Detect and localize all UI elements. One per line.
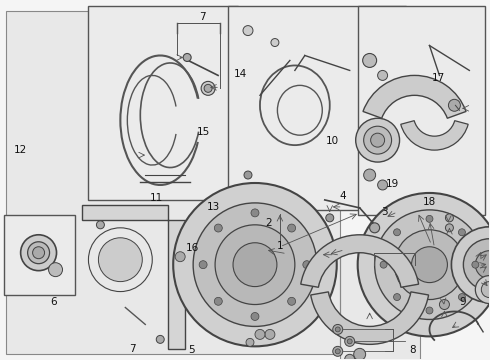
Circle shape bbox=[21, 235, 56, 271]
Circle shape bbox=[356, 118, 399, 162]
Circle shape bbox=[156, 336, 164, 343]
Bar bbox=[89, 6, 238, 200]
Text: 16: 16 bbox=[186, 243, 199, 253]
Circle shape bbox=[214, 297, 222, 305]
Text: 3: 3 bbox=[381, 207, 388, 217]
Circle shape bbox=[183, 54, 191, 62]
Circle shape bbox=[333, 346, 343, 356]
Circle shape bbox=[244, 171, 252, 179]
Circle shape bbox=[173, 183, 337, 346]
Circle shape bbox=[354, 348, 366, 360]
Circle shape bbox=[335, 349, 340, 354]
Text: 4: 4 bbox=[340, 191, 346, 201]
Circle shape bbox=[326, 214, 334, 222]
Circle shape bbox=[33, 247, 45, 259]
Circle shape bbox=[393, 294, 400, 301]
Circle shape bbox=[445, 224, 453, 232]
Circle shape bbox=[98, 238, 142, 282]
Circle shape bbox=[426, 307, 433, 314]
Polygon shape bbox=[6, 11, 419, 360]
Circle shape bbox=[265, 329, 275, 339]
Circle shape bbox=[333, 324, 343, 334]
Circle shape bbox=[378, 180, 388, 190]
Circle shape bbox=[27, 242, 49, 264]
Circle shape bbox=[459, 229, 466, 236]
Text: 12: 12 bbox=[14, 144, 27, 154]
Wedge shape bbox=[301, 235, 418, 287]
Text: 7: 7 bbox=[129, 343, 136, 354]
Circle shape bbox=[445, 214, 453, 222]
Circle shape bbox=[481, 282, 490, 298]
Circle shape bbox=[347, 339, 352, 344]
Circle shape bbox=[204, 84, 212, 92]
Circle shape bbox=[175, 252, 185, 262]
Text: 7: 7 bbox=[199, 12, 205, 22]
Circle shape bbox=[345, 354, 355, 360]
Circle shape bbox=[440, 300, 449, 310]
Circle shape bbox=[412, 247, 447, 283]
Circle shape bbox=[246, 338, 254, 346]
Circle shape bbox=[193, 203, 317, 327]
Circle shape bbox=[255, 329, 265, 339]
Circle shape bbox=[243, 26, 253, 36]
Circle shape bbox=[426, 215, 433, 222]
Text: 5: 5 bbox=[188, 345, 195, 355]
Text: 2: 2 bbox=[265, 218, 272, 228]
Text: 8: 8 bbox=[409, 345, 416, 355]
Text: 17: 17 bbox=[431, 73, 444, 83]
Circle shape bbox=[233, 243, 277, 287]
Circle shape bbox=[364, 126, 392, 154]
Circle shape bbox=[303, 261, 311, 269]
Circle shape bbox=[199, 261, 207, 269]
Circle shape bbox=[370, 133, 385, 147]
Circle shape bbox=[393, 229, 400, 236]
Circle shape bbox=[369, 223, 380, 233]
Bar bbox=[4, 215, 75, 294]
Circle shape bbox=[89, 228, 152, 292]
Circle shape bbox=[472, 261, 479, 268]
Circle shape bbox=[375, 210, 484, 319]
Bar bbox=[228, 6, 406, 210]
Circle shape bbox=[288, 297, 295, 305]
Circle shape bbox=[459, 294, 466, 301]
Wedge shape bbox=[311, 292, 429, 345]
Polygon shape bbox=[82, 205, 185, 349]
Text: 19: 19 bbox=[386, 179, 399, 189]
Circle shape bbox=[358, 193, 490, 336]
Text: 1: 1 bbox=[277, 241, 284, 251]
Text: 13: 13 bbox=[207, 202, 220, 212]
Wedge shape bbox=[363, 75, 466, 118]
Text: 11: 11 bbox=[149, 193, 163, 203]
Circle shape bbox=[394, 230, 465, 300]
Circle shape bbox=[464, 239, 490, 291]
Circle shape bbox=[378, 71, 388, 80]
Circle shape bbox=[475, 276, 490, 303]
Text: 10: 10 bbox=[325, 136, 339, 145]
Circle shape bbox=[363, 54, 377, 67]
Circle shape bbox=[201, 81, 215, 95]
Circle shape bbox=[448, 99, 461, 111]
Circle shape bbox=[97, 221, 104, 229]
Text: 6: 6 bbox=[50, 297, 57, 307]
Circle shape bbox=[49, 263, 63, 276]
Wedge shape bbox=[401, 121, 468, 150]
Circle shape bbox=[288, 224, 295, 232]
Circle shape bbox=[271, 39, 279, 46]
Circle shape bbox=[251, 209, 259, 217]
Text: 15: 15 bbox=[197, 127, 210, 136]
Circle shape bbox=[451, 227, 490, 302]
Circle shape bbox=[380, 261, 387, 268]
Circle shape bbox=[364, 169, 376, 181]
Bar bbox=[358, 6, 485, 215]
Circle shape bbox=[215, 225, 295, 305]
Circle shape bbox=[335, 327, 340, 332]
Circle shape bbox=[345, 336, 355, 346]
Circle shape bbox=[214, 224, 222, 232]
Text: 18: 18 bbox=[423, 197, 436, 207]
Circle shape bbox=[475, 251, 490, 279]
Text: 9: 9 bbox=[459, 297, 466, 307]
Text: 14: 14 bbox=[234, 69, 247, 79]
Circle shape bbox=[251, 312, 259, 320]
